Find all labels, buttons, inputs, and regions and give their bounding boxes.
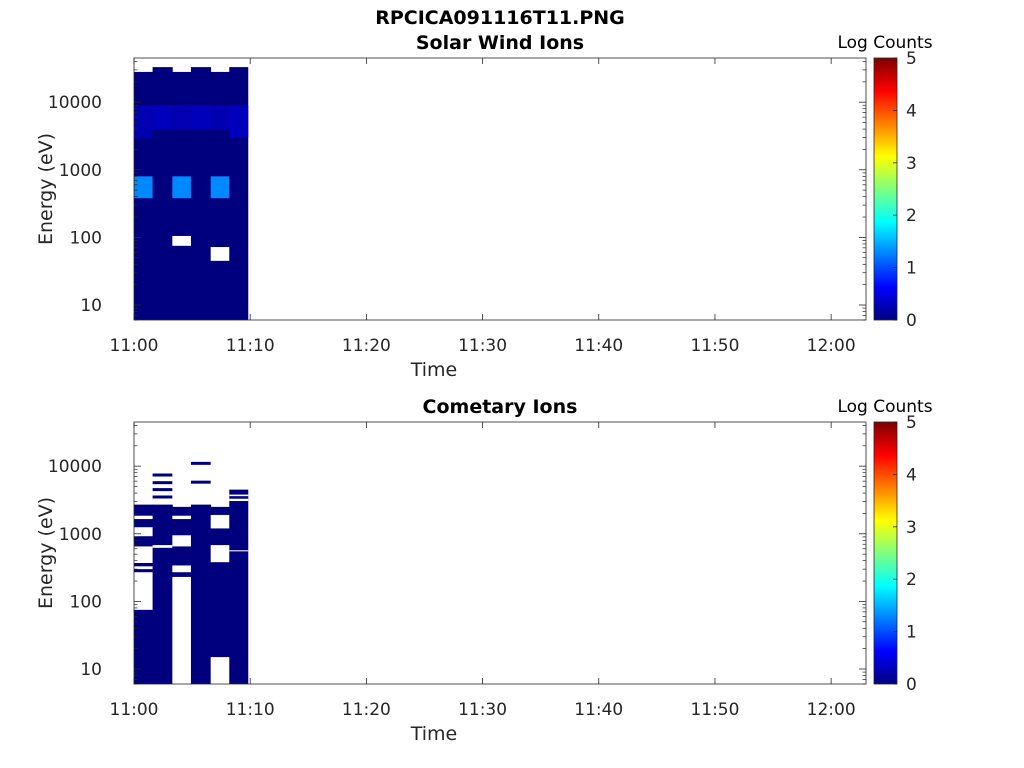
y-tick-label: 10000 (48, 457, 102, 477)
heatmap-gap (172, 565, 192, 573)
y-tick-label: 100 (70, 228, 102, 248)
colorbar-label: Log Counts (837, 33, 932, 53)
cometary-panel: 11:00 11:10 11:20 11:30 11:40 11:50 12:0010100… (35, 396, 933, 745)
heatmap-gap (210, 247, 230, 261)
heatmap-streak (152, 488, 173, 492)
x-axis-label: Time (410, 359, 458, 381)
x-tick-label: 11:10 (226, 336, 275, 356)
y-tick-label: 10 (80, 660, 102, 680)
y-tick-label: 10 (80, 296, 102, 316)
heatmap-cell (152, 105, 173, 130)
heatmap-gap (210, 545, 230, 563)
x-tick-label: 11:20 (342, 336, 391, 356)
x-tick-label: 11:50 (690, 336, 739, 356)
heatmap-cells (134, 67, 249, 320)
colorbar-tick-label: 4 (906, 465, 917, 485)
colorbar-tick-label: 4 (906, 101, 917, 121)
x-tick-label: 11:00 (110, 700, 159, 720)
heatmap-cell (134, 105, 153, 138)
heatmap-streak (190, 480, 211, 484)
heatmap-column (190, 67, 212, 320)
heatmap-gap (229, 550, 249, 552)
heatmap-gap (229, 498, 249, 502)
heatmap-cell (134, 176, 153, 199)
colorbar-tick-label: 5 (906, 413, 917, 433)
x-tick-label: 11:10 (226, 700, 275, 720)
colorbar-tick-label: 0 (906, 675, 917, 695)
x-tick-label: 11:00 (110, 336, 159, 356)
heatmap-streak (152, 495, 173, 499)
heatmap-streak (152, 481, 173, 485)
heatmap-column (152, 67, 173, 320)
colorbar-tick-label: 0 (906, 311, 917, 331)
heatmap-gap (134, 527, 153, 537)
panel-title: Solar Wind Ions (416, 32, 584, 54)
heatmap-gap (134, 546, 153, 563)
colorbar-tick-label: 3 (906, 518, 917, 538)
heatmap-gap (152, 545, 173, 548)
heatmap-cell (172, 176, 192, 199)
colorbar-tick-label: 2 (906, 206, 917, 226)
y-tick-label: 1000 (59, 525, 102, 545)
colorbar-label: Log Counts (837, 397, 932, 417)
heatmap-gap (172, 576, 192, 684)
colorbar-tick-label: 1 (906, 259, 917, 279)
colorbar (873, 57, 898, 321)
heatmap-cell (172, 105, 192, 130)
heatmap-gap (229, 494, 249, 497)
panel-title: Cometary Ions (423, 396, 578, 418)
heatmap-streak (190, 461, 211, 465)
heatmap-column (229, 489, 249, 684)
heatmap-cell (210, 105, 230, 130)
x-tick-label: 11:30 (458, 336, 507, 356)
x-tick-label: 11:20 (342, 700, 391, 720)
x-tick-label: 11:40 (574, 700, 623, 720)
heatmap-gap (172, 535, 192, 547)
colorbar-tick-label: 3 (906, 154, 917, 174)
x-tick-label: 11:40 (574, 336, 623, 356)
x-axis-label: Time (410, 723, 458, 745)
figure-title: RPCICA091116T11.PNG (375, 7, 625, 29)
colorbar (873, 421, 898, 685)
heatmap-gap (210, 657, 230, 684)
heatmap-column (152, 504, 173, 684)
colorbar-tick-label: 1 (906, 623, 917, 643)
heatmap-gap (134, 572, 153, 610)
x-tick-label: 12:00 (807, 700, 856, 720)
heatmap-gap (172, 235, 192, 246)
heatmap-cell (210, 176, 230, 199)
colorbar-tick-label: 5 (906, 49, 917, 69)
heatmap-cells (134, 461, 249, 684)
x-tick-label: 12:00 (807, 336, 856, 356)
heatmap-cell (229, 105, 249, 138)
colorbar-tick-label: 2 (906, 570, 917, 590)
heatmap-gap (172, 515, 192, 520)
y-tick-label: 10000 (48, 93, 102, 113)
plot-frame (133, 57, 867, 321)
y-axis-label: Energy (eV) (35, 497, 57, 609)
solar-wind-panel: 11:00 11:10 11:20 11:30 11:40 11:50 12:0010100… (35, 32, 933, 381)
y-axis-label: Energy (eV) (35, 133, 57, 245)
x-tick-label: 11:30 (458, 700, 507, 720)
heatmap-column (229, 67, 249, 320)
heatmap-column (190, 504, 212, 684)
heatmap-gap (134, 515, 153, 520)
heatmap-gap (134, 566, 153, 570)
y-tick-label: 100 (70, 592, 102, 612)
x-tick-label: 11:50 (690, 700, 739, 720)
plot-frame (133, 421, 867, 685)
heatmap-streak (152, 473, 173, 477)
y-tick-label: 1000 (59, 161, 102, 181)
heatmap-gap (210, 514, 230, 529)
heatmap-cell (190, 105, 212, 130)
